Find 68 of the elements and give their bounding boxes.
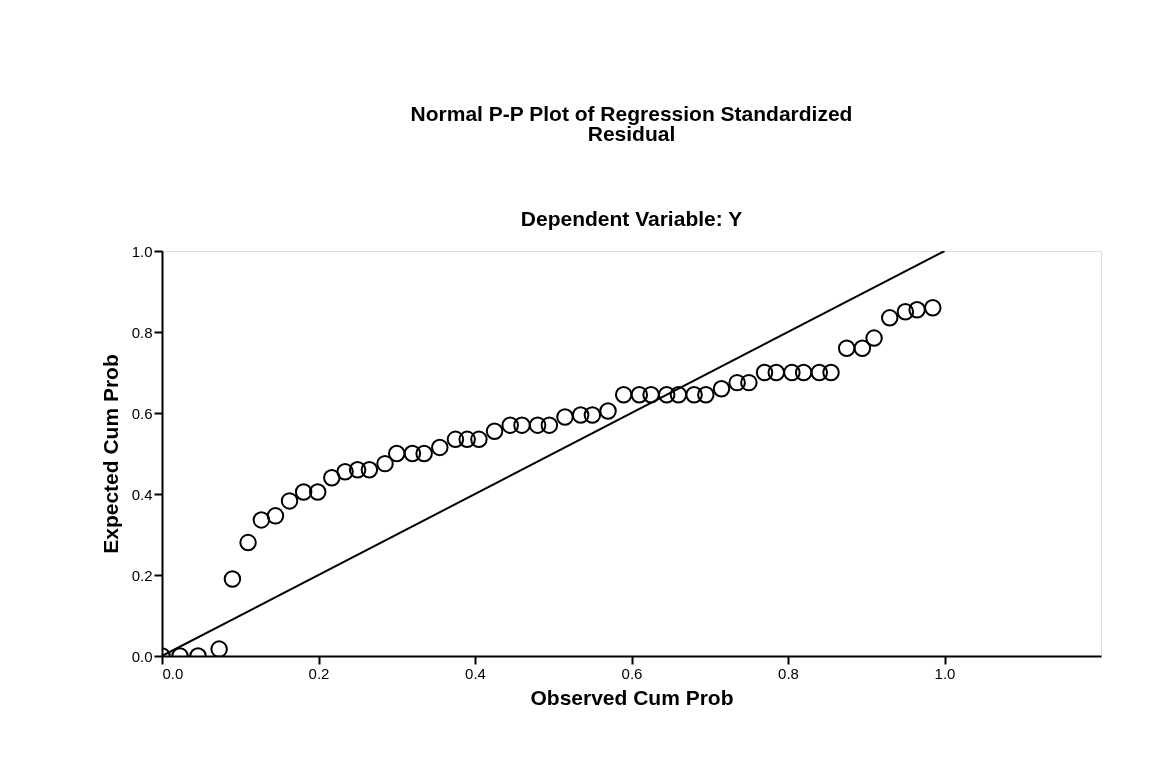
- x-tick-label: 1.0: [934, 664, 956, 682]
- point: [528, 416, 547, 434]
- point: [614, 386, 633, 404]
- point: [669, 386, 688, 404]
- point: [266, 507, 285, 525]
- x-tick-label: 0.0: [162, 664, 184, 682]
- x-tick-label: 0.8: [778, 664, 799, 682]
- x-tick-label: 0.2: [308, 664, 330, 682]
- point: [388, 444, 406, 463]
- x-tick-label: 0.4: [465, 664, 486, 682]
- point: [403, 444, 422, 463]
- y-tick-label: 0.8: [131, 323, 153, 341]
- point: [485, 422, 504, 440]
- point: [556, 408, 574, 426]
- y-tick-label: 0.6: [131, 404, 153, 422]
- point: [908, 300, 926, 319]
- point: [697, 386, 715, 404]
- point: [822, 363, 840, 382]
- point: [376, 454, 394, 473]
- y-tick-label: 0.4: [131, 485, 153, 503]
- point: [348, 460, 367, 479]
- point: [783, 363, 801, 382]
- point: [728, 373, 746, 392]
- point: [599, 402, 617, 420]
- point: [571, 406, 590, 424]
- point: [755, 363, 774, 382]
- x-tick-label: 0.6: [621, 664, 643, 682]
- point: [685, 386, 703, 404]
- point: [896, 303, 915, 321]
- point: [880, 309, 899, 327]
- point: [336, 462, 354, 481]
- point: [431, 438, 449, 457]
- point: [501, 416, 519, 434]
- point: [794, 363, 813, 382]
- point: [308, 483, 327, 501]
- point: [280, 492, 299, 510]
- x-axis-title: Observed Cum Prob: [530, 685, 734, 709]
- point: [294, 483, 313, 501]
- point: [360, 460, 379, 479]
- point: [767, 363, 786, 382]
- point: [223, 570, 242, 588]
- point: [740, 373, 758, 392]
- point: [810, 363, 829, 382]
- point: [540, 416, 559, 434]
- y-tick-label: 1.0: [131, 242, 153, 260]
- point: [853, 339, 872, 357]
- y-tick-label: 0.2: [131, 566, 153, 584]
- point: [323, 469, 341, 487]
- chart-subtitle: Dependent Variable: Y: [520, 207, 743, 230]
- point: [252, 511, 271, 529]
- point: [239, 533, 257, 552]
- point: [513, 416, 531, 434]
- point: [210, 640, 228, 656]
- point: [446, 430, 465, 449]
- point: [630, 386, 649, 404]
- y-tick-label: 0.0: [131, 647, 153, 665]
- chart-title: Normal P-P Plot of Regression Standardized Residual: [410, 102, 853, 145]
- point: [642, 386, 660, 404]
- point: [470, 430, 488, 449]
- point: [712, 379, 731, 398]
- point: [657, 386, 676, 404]
- point: [458, 430, 476, 449]
- point: [415, 444, 433, 463]
- point: [924, 298, 942, 317]
- point: [837, 339, 856, 357]
- point: [865, 329, 883, 347]
- y-axis-title: Expected Cum Prob: [98, 354, 122, 554]
- point: [583, 406, 602, 424]
